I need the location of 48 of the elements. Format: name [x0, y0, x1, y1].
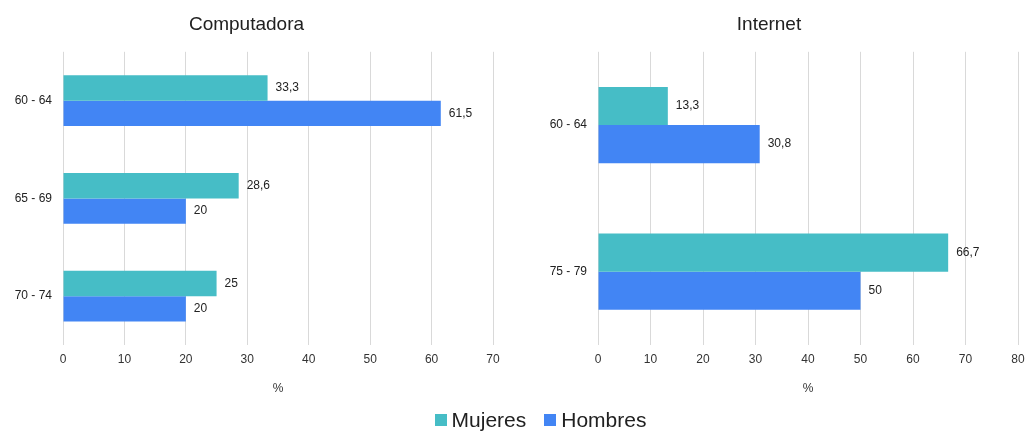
- data-label: 20: [193, 203, 208, 218]
- y-tick-label: 70 - 74: [14, 288, 53, 303]
- data-label: 25: [224, 275, 239, 290]
- chart-title: Internet: [736, 12, 802, 34]
- data-label: 66,7: [956, 244, 980, 259]
- x-tick-label: 70: [486, 351, 500, 366]
- data-label: 20: [193, 301, 208, 316]
- x-tick-label: 60: [424, 351, 439, 366]
- x-tick-label: 70: [958, 351, 973, 366]
- data-label: 13,3: [675, 98, 700, 113]
- data-label: 30,8: [767, 136, 792, 151]
- x-tick-label: 50: [853, 351, 868, 366]
- bar: [598, 125, 760, 164]
- x-tick-label: 30: [748, 351, 763, 366]
- x-tick-label: 0: [59, 351, 67, 366]
- bar: [598, 271, 861, 310]
- x-tick-label: 80: [1011, 351, 1025, 366]
- x-tick-label: 40: [801, 351, 815, 366]
- bar: [63, 198, 186, 224]
- bar: [598, 233, 949, 272]
- bar: [63, 172, 239, 199]
- x-tick-label: 0: [594, 351, 602, 366]
- bar: [63, 75, 268, 101]
- data-label: 28,6: [246, 178, 271, 193]
- bar: [63, 296, 186, 322]
- y-tick-label: 60 - 64: [14, 92, 53, 107]
- y-tick-label: 65 - 69: [14, 190, 53, 205]
- bar: [63, 270, 217, 297]
- x-tick-label: 30: [240, 351, 255, 366]
- y-tick-label: 60 - 64: [549, 117, 588, 132]
- x-axis-title: %: [802, 381, 814, 396]
- x-tick-label: 50: [363, 351, 378, 366]
- x-tick-label: 10: [643, 351, 658, 366]
- x-tick-label: 20: [696, 351, 710, 366]
- legend-label: Hombres: [561, 407, 647, 432]
- data-label: 33,3: [275, 80, 300, 95]
- legend-label: Mujeres: [451, 407, 527, 432]
- bar: [598, 86, 668, 126]
- y-tick-label: 75 - 79: [549, 264, 588, 279]
- chart-title: Computadora: [188, 12, 305, 34]
- x-tick-label: 20: [179, 351, 193, 366]
- x-axis-title: %: [272, 381, 284, 396]
- data-label: 61,5: [448, 105, 473, 120]
- data-label: 50: [868, 283, 883, 298]
- x-tick-label: 10: [117, 351, 132, 366]
- bar: [63, 100, 441, 127]
- x-tick-label: 60: [906, 351, 920, 366]
- x-tick-label: 40: [302, 351, 316, 366]
